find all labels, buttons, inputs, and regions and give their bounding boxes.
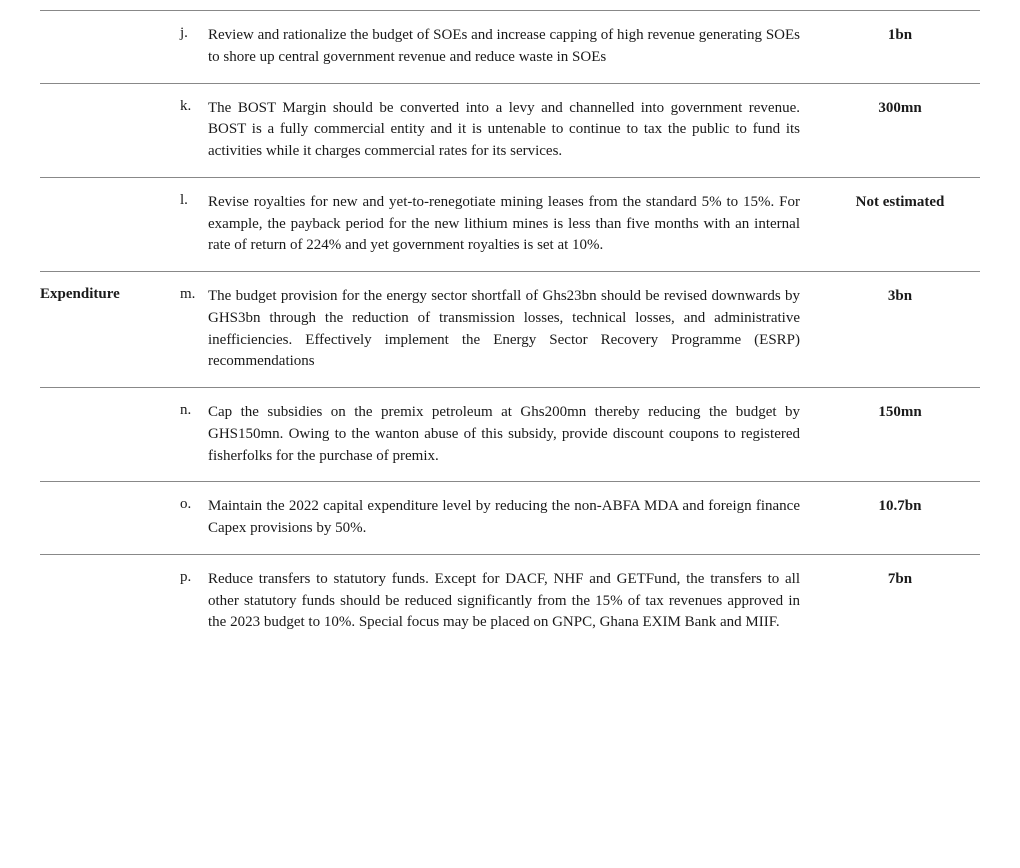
item-description: The BOST Margin should be converted into… [208,98,800,163]
item-letter: l. [180,192,208,257]
item-letter: o. [180,496,208,540]
table-row: o. Maintain the 2022 capital expenditure… [40,481,980,554]
table-row: l. Revise royalties for new and yet-to-r… [40,177,980,271]
amount-cell: 1bn [820,25,980,69]
item-description: Reduce transfers to statutory funds. Exc… [208,569,800,634]
category-cell [40,496,180,540]
amount-cell: 10.7bn [820,496,980,540]
description-wrap: o. Maintain the 2022 capital expenditure… [180,496,820,540]
description-wrap: n. Cap the subsidies on the premix petro… [180,402,820,467]
amount-cell: 3bn [820,286,980,373]
category-cell [40,98,180,163]
item-letter: m. [180,286,208,373]
amount-cell: Not estimated [820,192,980,257]
item-description: Cap the subsidies on the premix petroleu… [208,402,800,467]
description-wrap: k. The BOST Margin should be converted i… [180,98,820,163]
item-description: Revise royalties for new and yet-to-rene… [208,192,800,257]
category-cell [40,25,180,69]
page-container: j. Review and rationalize the budget of … [0,0,1020,678]
category-cell [40,192,180,257]
item-description: Review and rationalize the budget of SOE… [208,25,800,69]
item-description: The budget provision for the energy sect… [208,286,800,373]
item-letter: k. [180,98,208,163]
description-wrap: p. Reduce transfers to statutory funds. … [180,569,820,634]
category-cell [40,402,180,467]
table-row: p. Reduce transfers to statutory funds. … [40,554,980,648]
item-letter: p. [180,569,208,634]
item-description: Maintain the 2022 capital expenditure le… [208,496,800,540]
item-letter: n. [180,402,208,467]
amount-cell: 7bn [820,569,980,634]
amount-cell: 150mn [820,402,980,467]
table-row: n. Cap the subsidies on the premix petro… [40,387,980,481]
description-wrap: l. Revise royalties for new and yet-to-r… [180,192,820,257]
category-cell [40,569,180,634]
description-wrap: m. The budget provision for the energy s… [180,286,820,373]
table-row: Expenditure m. The budget provision for … [40,271,980,387]
item-letter: j. [180,25,208,69]
table-row: k. The BOST Margin should be converted i… [40,83,980,177]
table-row: j. Review and rationalize the budget of … [40,10,980,83]
category-cell: Expenditure [40,286,180,373]
description-wrap: j. Review and rationalize the budget of … [180,25,820,69]
amount-cell: 300mn [820,98,980,163]
